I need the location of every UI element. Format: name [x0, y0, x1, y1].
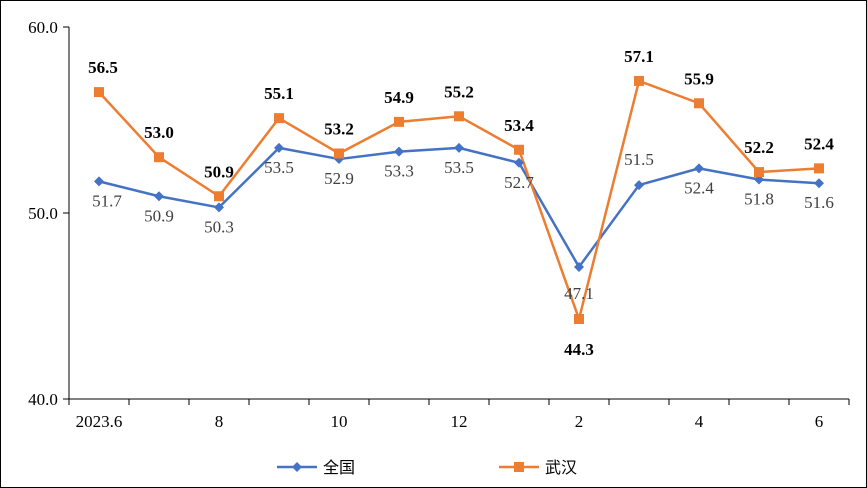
data-label-wuhan: 52.2 — [744, 138, 774, 157]
data-label-wuhan: 44.3 — [564, 340, 594, 359]
data-label-national: 47.1 — [564, 284, 594, 303]
data-point-national — [394, 146, 404, 157]
data-point-wuhan — [694, 98, 704, 109]
data-point-wuhan — [634, 75, 644, 86]
legend-label-wuhan: 武汉 — [545, 458, 577, 477]
data-label-national: 50.9 — [144, 206, 174, 225]
legend-marker-national — [292, 462, 302, 472]
series-markers — [94, 75, 824, 325]
data-label-national: 52.7 — [504, 173, 534, 192]
data-label-wuhan: 53.2 — [324, 119, 354, 138]
data-point-wuhan — [274, 113, 284, 124]
x-tick-label: 12 — [451, 412, 468, 431]
x-tick-label: 10 — [331, 412, 348, 431]
data-point-national — [574, 261, 584, 272]
x-tick-label: 2 — [575, 412, 584, 431]
data-label-national: 53.5 — [444, 158, 474, 177]
axes: 40.0 50.0 60.0 2023.6 8 10 12 2 4 6 — [28, 18, 850, 431]
data-point-wuhan — [814, 163, 824, 174]
x-tick-label: 8 — [215, 412, 224, 431]
data-point-national — [694, 163, 704, 174]
data-label-wuhan: 55.2 — [444, 82, 474, 101]
data-labels: 51.7 50.9 50.3 53.5 52.9 53.3 53.5 52.7 47.1 51.5… — [88, 47, 834, 359]
x-tick-label: 4 — [695, 412, 704, 431]
data-label-national: 52.4 — [684, 178, 714, 197]
x-tick-label: 6 — [815, 412, 824, 431]
data-label-national: 52.9 — [324, 169, 354, 188]
legend: 全国 武汉 — [277, 458, 577, 477]
data-point-national — [454, 142, 464, 153]
data-label-wuhan: 52.4 — [804, 134, 834, 153]
data-label-wuhan: 53.4 — [504, 116, 534, 135]
y-tick-label: 40.0 — [28, 390, 58, 409]
data-point-wuhan — [94, 87, 104, 98]
legend-marker-wuhan — [514, 462, 524, 472]
x-tick-label: 2023.6 — [76, 412, 123, 431]
data-label-wuhan: 55.9 — [684, 69, 714, 88]
data-point-wuhan — [754, 167, 764, 178]
data-label-national: 50.3 — [204, 217, 234, 236]
data-label-national: 53.5 — [264, 158, 294, 177]
data-label-national: 51.5 — [624, 150, 654, 169]
data-label-wuhan: 54.9 — [384, 88, 414, 107]
data-point-wuhan — [154, 152, 164, 163]
data-point-wuhan — [454, 111, 464, 122]
data-point-national — [154, 191, 164, 202]
data-label-wuhan: 50.9 — [204, 162, 234, 181]
data-label-wuhan: 55.1 — [264, 84, 294, 103]
data-label-national: 51.7 — [92, 191, 122, 210]
data-label-wuhan: 53.0 — [144, 123, 174, 142]
data-point-national — [514, 157, 524, 168]
data-point-national — [94, 176, 104, 187]
data-point-wuhan — [334, 148, 344, 159]
data-label-national: 53.3 — [384, 162, 414, 181]
y-tick-label: 50.0 — [28, 204, 58, 223]
data-point-national — [274, 142, 284, 153]
data-label-national: 51.8 — [744, 190, 774, 209]
data-point-wuhan — [514, 144, 524, 155]
data-point-wuhan — [574, 314, 584, 325]
data-label-wuhan: 57.1 — [624, 47, 654, 66]
data-point-national — [814, 178, 824, 189]
data-label-national: 51.6 — [804, 193, 834, 212]
data-label-wuhan: 56.5 — [88, 58, 118, 77]
data-point-national — [634, 180, 644, 191]
y-tick-label: 60.0 — [28, 18, 58, 37]
data-point-wuhan — [394, 116, 404, 127]
legend-label-national: 全国 — [323, 458, 355, 477]
data-point-wuhan — [214, 191, 224, 202]
data-point-national — [214, 202, 224, 213]
